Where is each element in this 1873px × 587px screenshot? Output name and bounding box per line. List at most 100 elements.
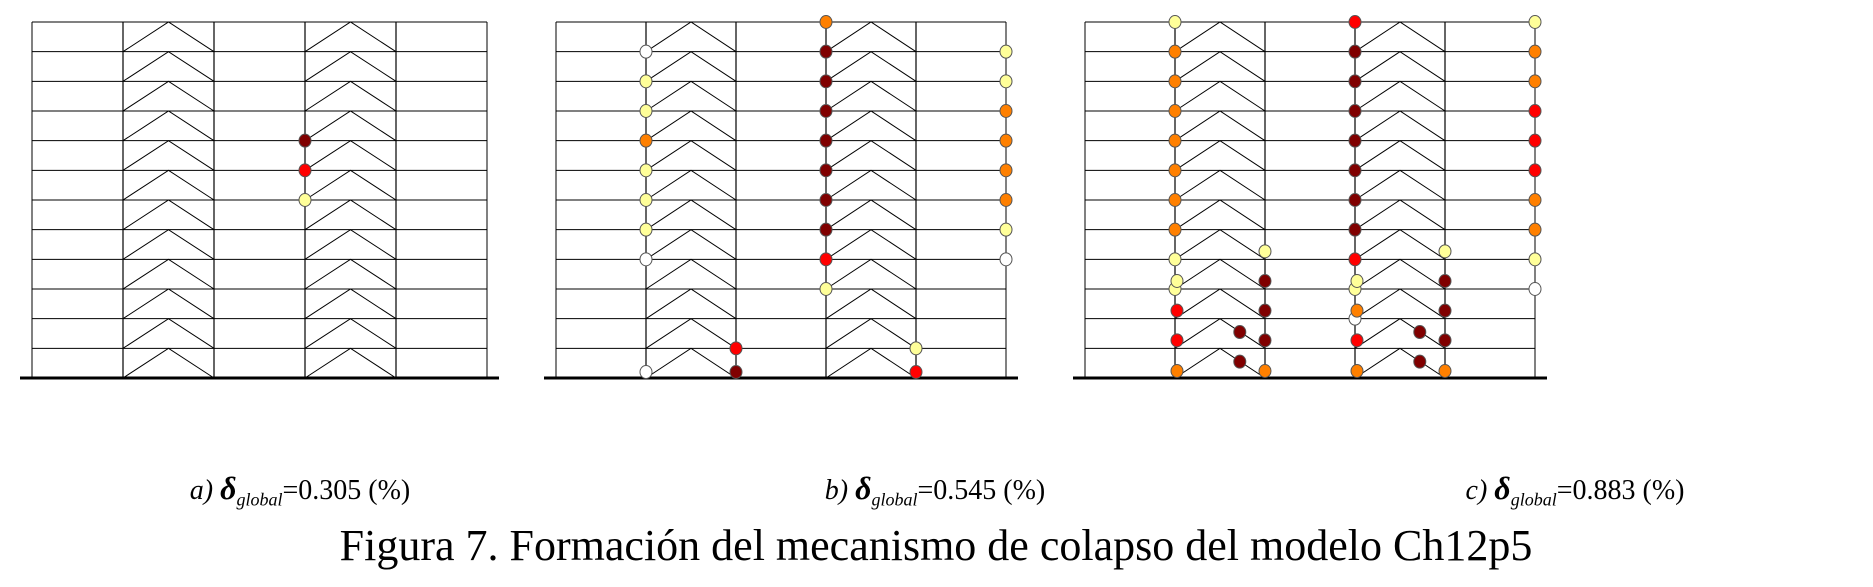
caption-panel-a: a) δglobal=0.305 (%) [190,470,411,511]
plastic-hinge-yellow [819,282,833,296]
figure-title: Figura 7. Formación del mecanismo de col… [339,521,1533,570]
plastic-hinge-darkred [819,133,833,148]
chevron-brace [304,229,397,260]
chevron-brace [645,347,737,379]
plastic-hinge-darkred [819,104,833,118]
brace-hinge-darkred [1258,333,1272,348]
chevron-brace [1174,140,1266,171]
chevron-brace [122,169,215,201]
plastic-hinge-orange [1168,193,1182,207]
chevron-brace [825,258,917,290]
plastic-hinge-white [639,365,653,379]
chevron-brace [1354,110,1446,142]
chevron-brace [122,21,215,53]
delta-symbol-b: δ [855,470,872,506]
chevron-brace [1354,258,1446,290]
plastic-hinge-darkred [819,74,833,89]
delta-symbol-a: δ [220,470,237,506]
plastic-hinge-darkred [1348,222,1362,237]
brace-hinge-red [1170,333,1184,348]
caption-prefix-c: c) [1465,475,1488,506]
caption-panel-b: b) δglobal=0.545 (%) [825,470,1046,511]
chevron-brace [1174,169,1266,201]
plastic-hinge-yellow [1168,252,1182,267]
brace-hinge-darkred [1438,274,1452,288]
brace-hinge-orange [1438,364,1452,378]
plastic-hinge-red [909,365,923,379]
plastic-hinge-orange [999,133,1013,148]
chevron-brace [825,229,917,260]
chevron-brace [825,51,917,82]
plastic-hinge-orange [639,133,653,148]
chevron-brace [645,288,737,320]
plastic-hinge-darkred [298,133,312,148]
plastic-hinge-darkred [1348,133,1362,148]
chevron-brace [1354,288,1446,320]
chevron-brace [304,318,397,349]
chevron-brace [304,258,397,290]
brace-hinge-yellow [1258,244,1272,259]
chevron-brace [304,21,397,53]
brace-hinge-darkred [1438,333,1452,348]
brace-hinge-orange [1350,303,1364,318]
chevron-brace [645,21,737,53]
plastic-hinge-white [639,252,653,267]
brace-hinge-darkred [1258,303,1272,318]
plastic-hinge-orange [1168,163,1182,178]
chevron-brace [645,110,737,142]
plastic-hinge-yellow [999,222,1013,237]
plastic-hinge-orange [1528,74,1542,89]
chevron-brace [304,140,397,171]
chevron-brace [1354,51,1446,82]
delta-symbol-c: δ [1494,470,1511,506]
chevron-brace [304,347,397,379]
chevron-brace [304,51,397,82]
plastic-hinge-yellow [1528,15,1542,29]
caption-panel-c: c) δglobal=0.883 (%) [1466,470,1685,511]
chevron-brace [122,288,215,320]
chevron-brace [1174,110,1266,142]
chevron-brace [304,288,397,320]
chevron-brace [645,80,737,112]
chevron-brace [645,229,737,260]
plastic-hinge-red [298,163,312,178]
chevron-brace [825,288,917,320]
plastic-hinge-white [1528,282,1542,296]
brace-hinge-darkred [1413,354,1427,369]
plastic-hinge-red [1348,15,1362,29]
chevron-brace [1354,347,1446,379]
plastic-hinge-darkred [1348,104,1362,118]
drift-value-c: =0.883 (%) [1556,475,1685,506]
plastic-hinge-yellow [999,44,1013,59]
plastic-hinge-red [729,341,743,356]
chevron-brace [1354,21,1446,53]
chevron-brace [1174,229,1266,260]
chevron-brace [122,199,215,231]
plastic-hinge-darkred [1348,193,1362,207]
plastic-hinge-orange [1168,104,1182,118]
plastic-hinge-orange [999,163,1013,178]
chevron-brace [1354,169,1446,201]
chevron-brace [1354,199,1446,231]
brace-hinge-yellow [1170,274,1184,288]
chevron-brace [304,169,397,201]
brace-hinge-darkred [1233,354,1247,369]
brace-hinge-darkred [1413,325,1427,340]
chevron-brace [122,140,215,171]
chevron-brace [1354,318,1446,349]
chevron-brace [825,347,917,379]
chevron-brace [825,199,917,231]
chevron-brace [825,169,917,201]
brace-hinge-orange [1170,364,1184,378]
chevron-brace [122,229,215,260]
plastic-hinge-yellow [639,193,653,207]
delta-subscript-a: global [236,489,283,510]
chevron-brace [825,140,917,171]
chevron-brace [122,51,215,82]
delta-subscript-b: global [871,489,918,510]
chevron-brace [645,199,737,231]
plastic-hinge-yellow [909,341,923,356]
chevron-brace [1354,229,1446,260]
plastic-hinge-yellow [639,163,653,178]
